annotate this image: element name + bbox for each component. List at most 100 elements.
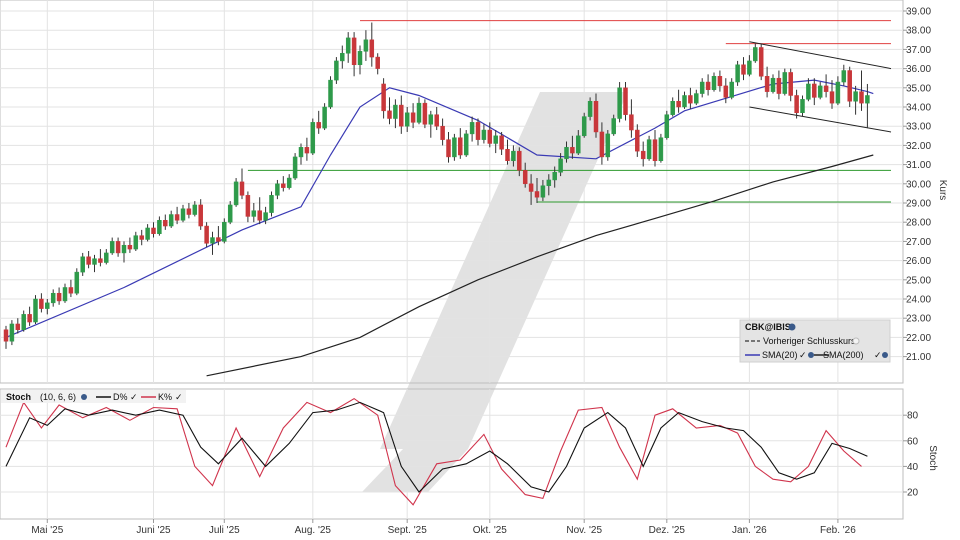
candle [292,153,298,180]
candle [3,325,9,349]
candle [310,118,316,155]
candle [198,199,203,230]
candle [428,110,434,138]
price-tick-label: 24.00 [906,295,931,306]
candle [705,74,711,96]
candle [115,237,121,257]
candle-body-up [416,102,422,123]
legend-sma200-globe-icon[interactable] [882,352,888,358]
candle-body-up [865,95,870,104]
candle-body-down [741,64,746,75]
candle-body-down [139,235,144,240]
candle-body-up [841,70,847,83]
price-panel: 39.00 38.00 37.00 36.00 35.00 34.00 33.00 32.00… [0,0,948,384]
candle-body-down [163,220,168,227]
candle-body-down [204,225,209,244]
candle [499,131,504,155]
candle [770,74,776,94]
candle [741,57,746,81]
candle [552,166,557,188]
candle [629,99,634,138]
candle-body-up [357,51,363,66]
candle [522,162,528,188]
x-tick-label: Mai '25 [31,525,63,536]
candle-body-down [599,131,605,158]
candle-body-up [552,172,557,181]
stoch-title: Stoch [6,392,31,402]
legend-prev-close-toggle-icon[interactable] [852,337,860,345]
candle [546,174,552,196]
stoch-panel: 80 60 40 20 Stoch (10, 6, 6) D% ✓ K% ✓ Stoc… [0,388,938,520]
candle-body-up [711,76,717,90]
candle-body-up [664,114,670,138]
candle-body-down [281,183,286,188]
candle [475,118,481,146]
candle [564,141,569,163]
candle [534,178,540,203]
candle-body-up [251,210,257,217]
candle [180,204,186,223]
candle-body-up [646,139,652,160]
candle [658,133,664,163]
candle [829,80,835,109]
candle-body-up [699,81,705,94]
candle-body-down [198,204,203,227]
candle-body-up [310,122,316,154]
candle [511,145,516,167]
price-tick-label: 22.00 [906,333,931,344]
legend-sma20-globe-icon[interactable] [808,352,814,358]
price-tick-label: 37.00 [906,45,931,56]
legend-sma200-check-icon[interactable]: ✓ [874,350,882,360]
candle [652,130,658,167]
candle [782,68,788,96]
candle-body-down [823,85,829,92]
candle-body-up [222,221,227,242]
x-tick-label: Juli '25 [209,525,240,536]
candle-body-down [517,150,522,171]
candle-body-down [68,287,74,294]
stoch-d-check-icon[interactable]: ✓ [130,392,138,402]
price-tick-label: 30.00 [906,179,931,190]
candle [635,124,640,157]
stoch-globe-icon[interactable] [81,394,87,400]
candle [699,78,705,98]
candle-body-down [640,150,646,160]
candle [422,99,428,129]
price-tick-label: 27.00 [906,237,931,248]
candle-body-down [764,76,770,92]
candle [617,82,622,123]
candle-body-down [216,237,221,242]
candle [304,137,310,161]
candle-body-down [39,298,44,309]
candle-body-up [800,99,805,114]
candle [611,114,616,136]
stoch-k-check-icon[interactable]: ✓ [175,392,183,402]
candle-body-down [458,137,463,156]
candle-body-down [127,244,133,250]
stoch-k-line [5,397,862,506]
legend-sma20-check-icon[interactable]: ✓ [799,350,807,360]
candle-body-up [286,177,292,188]
candle-body-down [723,85,729,98]
candle [275,179,280,200]
candle-body-down [440,125,445,140]
candle [404,107,410,132]
candle-body-down [3,329,9,342]
candle [776,70,782,100]
candle-body-up [617,87,622,119]
candle-body-down [475,122,481,140]
candle [210,231,215,255]
legend-ticker-globe-icon[interactable] [788,323,796,331]
candle [168,210,174,228]
candle-body-down [15,323,21,330]
candle [505,139,510,165]
candle [682,91,687,109]
stoch-k-label: K% [158,392,172,402]
stoch-tick-label: 60 [907,436,919,447]
candle-body-down [794,95,799,114]
candle [286,174,292,190]
candle-body-up [21,314,26,330]
x-tick-label: Jan. '26 [732,525,767,536]
legend-sma20-label: SMA(20) [762,350,798,360]
